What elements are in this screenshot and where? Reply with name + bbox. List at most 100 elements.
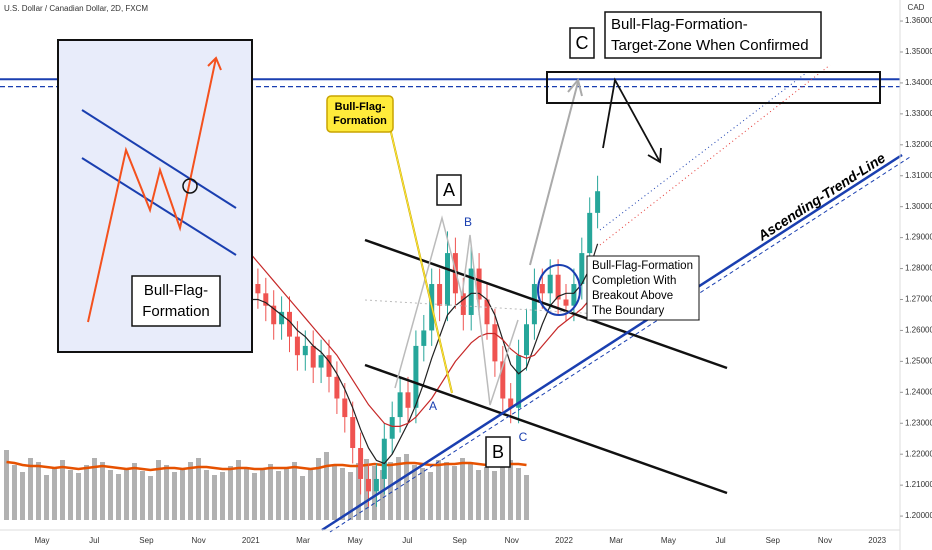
projection-blue <box>599 69 811 231</box>
volume-bar <box>284 467 289 520</box>
x-tick-label: Nov <box>505 536 519 545</box>
x-tick-label: 2023 <box>868 536 886 545</box>
volume-bar <box>52 468 57 520</box>
wave-label: B <box>492 442 504 462</box>
volume-bar <box>468 463 473 520</box>
volume-bar <box>60 460 65 520</box>
candle-body <box>413 345 419 408</box>
inset-label: Bull-Flag- <box>144 282 208 299</box>
candle-body <box>310 345 316 368</box>
volume-bar <box>380 470 385 520</box>
volume-bar <box>388 462 393 520</box>
candle-body <box>350 417 356 449</box>
volume-bar <box>348 472 353 520</box>
volume-bar <box>252 473 257 520</box>
candle-body <box>595 191 601 213</box>
y-tick-label: 1.22000 <box>905 449 932 458</box>
x-tick-label: May <box>348 536 363 545</box>
x-tick-label: 2022 <box>555 536 573 545</box>
abc-pattern <box>394 215 519 406</box>
candle-body <box>342 398 348 418</box>
y-tick-label: 1.28000 <box>905 264 932 273</box>
guide <box>364 299 701 321</box>
volume-bar <box>516 468 521 520</box>
projection-arrow-head <box>647 147 662 164</box>
volume-bar <box>268 464 273 520</box>
y-tick-label: 1.25000 <box>905 356 932 365</box>
volume-bar <box>316 458 321 520</box>
gray-arrow <box>529 81 579 266</box>
candle-body <box>397 392 403 418</box>
volume-bar <box>84 465 89 520</box>
volume-bar <box>132 463 137 520</box>
target-zone-box <box>546 71 881 104</box>
x-tick-label: Jul <box>89 536 99 545</box>
candle-body <box>539 284 545 294</box>
completion-box <box>586 255 700 321</box>
trend-line-dashed <box>329 156 911 533</box>
volume-bar <box>452 466 457 520</box>
volume-bar <box>140 471 145 520</box>
candle-body <box>287 311 292 337</box>
wave-box <box>436 174 462 206</box>
breakout-circle <box>537 264 581 316</box>
candle-body <box>373 478 379 492</box>
volume-bar <box>404 454 409 520</box>
candle-body <box>500 361 506 399</box>
volume-bar <box>124 468 129 520</box>
y-tick-label: 1.31000 <box>905 171 932 180</box>
x-tick-label: Sep <box>766 536 781 545</box>
y-tick-label: 1.30000 <box>905 202 932 211</box>
candle-body <box>302 345 308 356</box>
candle-body <box>279 311 285 325</box>
volume-bar <box>492 471 497 520</box>
candle-body <box>318 355 324 368</box>
volume-bar <box>212 475 217 520</box>
target-label: Bull-Flag-Formation- <box>611 16 748 33</box>
volume-bar <box>156 460 161 520</box>
volume-bar <box>324 452 329 520</box>
y-tick-label: 1.20000 <box>905 511 932 520</box>
volume-bar <box>356 463 361 520</box>
inset-arrow-head <box>207 56 222 71</box>
volume-bar <box>100 462 105 520</box>
candle-body <box>437 284 443 306</box>
y-tick-label: 1.26000 <box>905 326 932 335</box>
y-tick-label: 1.32000 <box>905 140 932 149</box>
price-pane <box>0 78 900 520</box>
volume-bar <box>428 472 433 520</box>
x-tick-label: May <box>34 536 49 545</box>
y-tick-label: 1.35000 <box>905 47 932 56</box>
y-tick-label: 1.33000 <box>905 109 932 118</box>
volume-bar <box>44 475 49 520</box>
completion-label: Bull-Flag-Formation <box>592 260 693 272</box>
y-tick-label: 1.21000 <box>905 480 932 489</box>
y-tick-label: 1.23000 <box>905 418 932 427</box>
volume-bar <box>28 458 33 520</box>
candle-body <box>516 355 522 408</box>
x-tick-label: Nov <box>818 536 832 545</box>
volume-bar <box>332 465 337 520</box>
callout-pointer-inner <box>389 127 453 394</box>
target-label-box <box>604 11 822 59</box>
channel-upper <box>364 238 728 370</box>
wave-box <box>485 436 511 468</box>
volume-bar <box>164 465 169 520</box>
inset-label: Formation <box>142 303 210 320</box>
volume-bar <box>476 470 481 520</box>
volume-bar <box>220 472 225 520</box>
x-tick-label: 2021 <box>242 536 260 545</box>
wave-label: A <box>443 180 455 200</box>
x-tick-label: Sep <box>452 536 467 545</box>
y-tick-label: 1.36000 <box>905 16 932 25</box>
inset-path <box>87 57 217 323</box>
volume-bar <box>508 460 513 520</box>
candle-body <box>445 253 450 306</box>
volume-bar <box>436 460 441 520</box>
candle-body <box>381 438 387 479</box>
point-label: C <box>519 430 528 444</box>
candle-body <box>271 305 277 325</box>
callout-box <box>326 95 394 133</box>
projection-arrow <box>602 77 661 163</box>
